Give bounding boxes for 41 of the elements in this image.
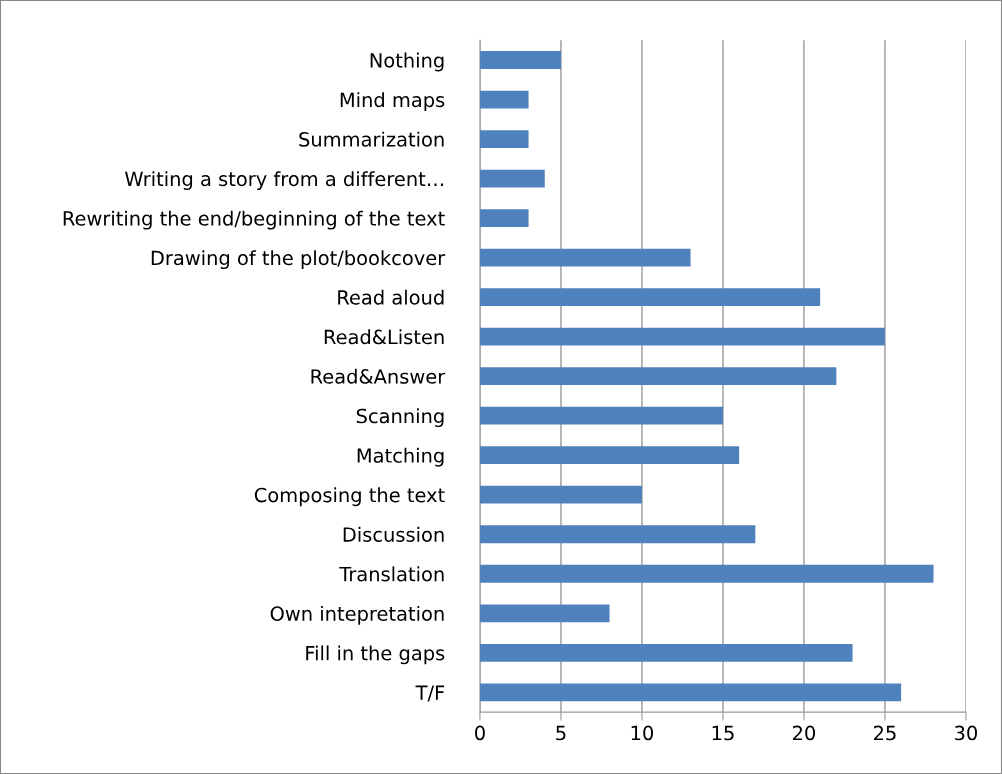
x-tick-label: 25 bbox=[873, 725, 896, 741]
y-tick-label: Nothing bbox=[370, 52, 444, 72]
y-tick-label: Writing a story from a different… bbox=[125, 171, 443, 190]
bar bbox=[479, 130, 529, 148]
bar bbox=[479, 564, 934, 583]
bar bbox=[479, 51, 561, 69]
bar bbox=[479, 446, 740, 465]
x-tick-label: 10 bbox=[631, 725, 654, 741]
y-tick-label: Scanning bbox=[356, 408, 444, 428]
x-tick-label: 0 bbox=[475, 725, 485, 741]
y-tick-label: Rewriting the end/beginning of the text bbox=[63, 210, 445, 230]
y-tick-label: Mind maps bbox=[340, 92, 445, 111]
y-tick-label: Translation bbox=[339, 566, 444, 582]
x-tick-label: 20 bbox=[792, 725, 816, 741]
x-tick-label: 30 bbox=[955, 725, 978, 741]
y-tick-label: Drawing of the plot/bookcover bbox=[151, 250, 446, 270]
y-tick-label: Fill in the gaps bbox=[306, 645, 445, 665]
y-tick-label: Composing the text bbox=[254, 487, 445, 507]
bar bbox=[479, 367, 837, 386]
y-tick-label: Matching bbox=[357, 447, 444, 467]
bar bbox=[479, 209, 529, 227]
bar bbox=[479, 604, 610, 623]
y-tick-label: Read aloud bbox=[338, 289, 444, 305]
bar bbox=[479, 248, 691, 267]
bar bbox=[479, 169, 545, 188]
bar bbox=[479, 288, 821, 307]
y-tick-label: Own intepretation bbox=[270, 605, 444, 625]
bar bbox=[479, 406, 723, 425]
bar bbox=[479, 90, 529, 109]
bar bbox=[479, 327, 885, 346]
y-tick-label: Summarization bbox=[299, 131, 444, 147]
bar bbox=[479, 643, 853, 662]
bar bbox=[479, 485, 642, 504]
y-tick-label: Read&Answer bbox=[311, 368, 446, 384]
x-tick-label: 5 bbox=[556, 725, 566, 741]
y-tick-label: T/F bbox=[415, 685, 445, 702]
bar bbox=[479, 525, 756, 544]
x-tick-label: 15 bbox=[712, 725, 734, 741]
bar bbox=[479, 683, 902, 702]
y-tick-label: Read&Listen bbox=[324, 329, 444, 345]
y-tick-label: Discussion bbox=[343, 526, 444, 542]
